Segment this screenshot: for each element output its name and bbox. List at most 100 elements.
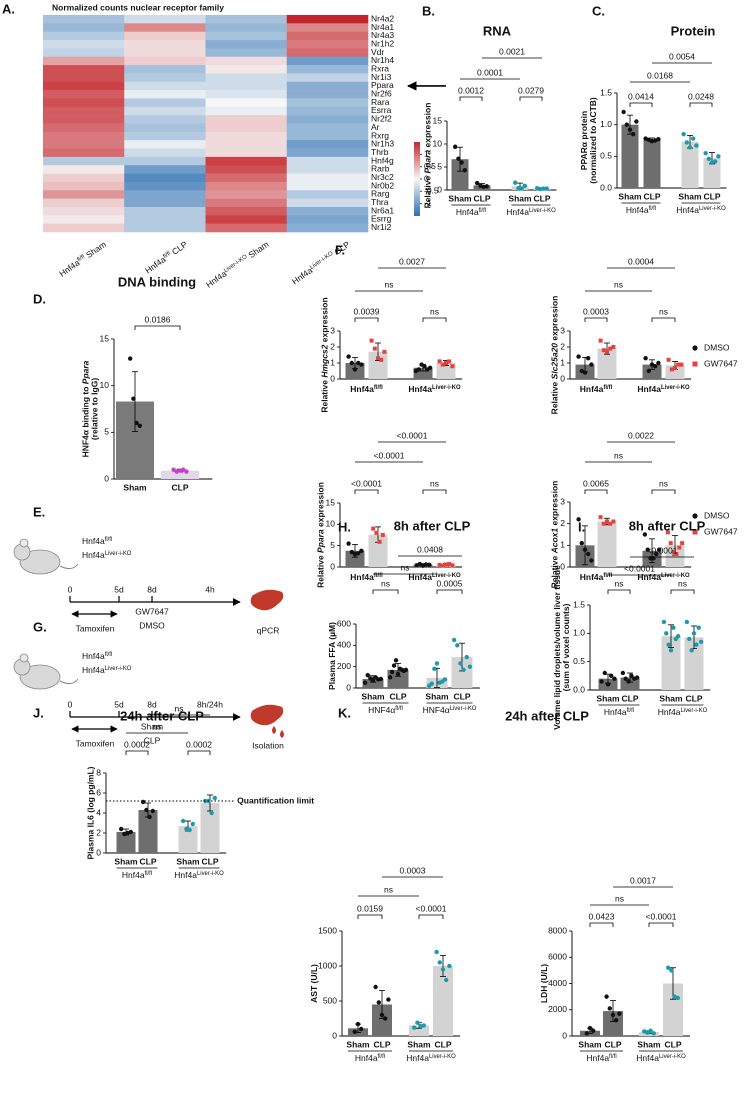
heat-cell — [43, 173, 125, 183]
y-tick-label: 1 — [560, 357, 565, 367]
chart-title: 8h after CLP — [629, 518, 706, 533]
data-point — [666, 642, 671, 647]
data-point — [391, 663, 397, 668]
data-point — [374, 530, 379, 535]
column-label: Hnf4afl/fl CLP — [143, 239, 189, 276]
significance-bracket — [589, 922, 614, 927]
heat-cell — [124, 15, 206, 24]
heat-cell — [205, 23, 288, 32]
group-label: Hnf4aLiver-i-KO — [406, 1053, 456, 1063]
data-point — [666, 965, 671, 970]
data-point — [171, 467, 176, 472]
column-label-part: Sham — [82, 239, 108, 261]
bar-label: Sham — [407, 1039, 431, 1049]
heat-cell — [205, 15, 288, 24]
legend-label: DMSO — [704, 510, 730, 520]
data-point — [387, 675, 393, 680]
row-label: Nr1h4 — [371, 55, 394, 65]
heat-cell — [205, 206, 288, 216]
p-value: ns — [615, 893, 624, 903]
data-point — [459, 160, 464, 165]
group-label-part: Liver-i-KO — [450, 706, 477, 712]
y-tick-label: 0 — [437, 184, 442, 194]
data-point — [666, 357, 671, 362]
y-tick-label: 0 — [330, 373, 335, 383]
data-point — [673, 365, 677, 370]
data-point — [598, 338, 603, 343]
p-value: <0.0001 — [646, 911, 677, 921]
bar — [703, 158, 721, 188]
significance-bracket — [354, 317, 379, 322]
heat-cell — [124, 48, 206, 58]
data-point — [389, 669, 395, 675]
heat-cell — [205, 165, 288, 174]
group-label: Hnf4afl/fl — [604, 707, 634, 717]
data-point — [453, 144, 458, 149]
row-label: Nr4a1 — [371, 22, 394, 32]
y-axis-label: Relative Slc25a20 expression — [550, 296, 560, 415]
group-label: Hnf4afl/fl — [350, 384, 383, 394]
y-axis-label-part: Relative — [550, 553, 560, 588]
group-label-part: Hnf4a — [580, 572, 604, 582]
data-point — [209, 810, 214, 816]
row-label: Nr4a2 — [371, 13, 394, 23]
p-value: ns — [615, 578, 624, 588]
row-label: Thra — [371, 197, 389, 207]
y-tick-label: 8 — [96, 767, 101, 777]
bar — [387, 669, 409, 688]
y-tick-label: 1 — [560, 540, 565, 550]
data-point — [586, 551, 591, 557]
group-label: Hnf4afl/fl — [580, 384, 613, 394]
data-point — [602, 670, 607, 676]
heat-cell — [124, 56, 206, 66]
data-point — [444, 977, 449, 983]
group-label-part: Hnf4a — [604, 707, 627, 717]
significance-bracket — [354, 489, 379, 494]
y-axis-label: Plasma FFA (µM) — [327, 622, 337, 690]
row-label: Rarb — [371, 164, 390, 174]
group-label: Hnf4afl/fl — [580, 572, 613, 582]
chart-title: 8h after CLP — [394, 518, 471, 533]
heat-cell — [124, 190, 206, 199]
bar-label: Sham — [578, 1039, 602, 1049]
data-point — [643, 356, 648, 361]
timeline-label: 8d — [147, 699, 157, 709]
bar-label: Sham — [123, 482, 147, 492]
significance-bracket — [422, 317, 447, 322]
data-point — [541, 186, 546, 191]
step-label: CLP — [144, 735, 161, 745]
heat-cell — [205, 148, 288, 158]
bar — [661, 636, 681, 690]
p-value: 0.0186 — [145, 314, 171, 324]
data-point — [671, 625, 676, 630]
data-point — [544, 186, 549, 191]
data-point — [624, 122, 630, 127]
bar-label: Sham — [659, 693, 683, 703]
data-point — [352, 367, 358, 372]
data-point — [373, 984, 378, 990]
group-label-part: Hnf4a — [506, 207, 529, 217]
heat-cell — [124, 115, 206, 124]
data-point — [421, 1023, 426, 1028]
p-value: 0.0003 — [583, 306, 609, 316]
group-label: Hnf4afl/fl — [586, 1053, 616, 1063]
data-point — [442, 677, 448, 682]
group-label-part: Liver-i-KO — [699, 206, 726, 212]
data-point — [362, 680, 368, 685]
heat-cell — [286, 156, 369, 166]
data-point — [137, 423, 142, 428]
chart-title: 24h after CLP — [505, 708, 589, 723]
column-label-part: fl/fl — [162, 250, 172, 259]
bar-label: CLP — [390, 691, 407, 701]
y-tick-label: 5 — [437, 161, 442, 171]
data-point — [349, 360, 354, 366]
heat-cell — [286, 15, 369, 24]
data-point — [403, 667, 409, 673]
data-point — [119, 826, 124, 832]
y-tick-label: 1.0 — [573, 628, 585, 638]
y-tick-label: 8000 — [548, 925, 567, 935]
data-point — [379, 357, 384, 362]
group-label-part: Hnf4a — [637, 572, 661, 582]
liver-icon — [250, 704, 284, 726]
data-point — [601, 521, 606, 526]
